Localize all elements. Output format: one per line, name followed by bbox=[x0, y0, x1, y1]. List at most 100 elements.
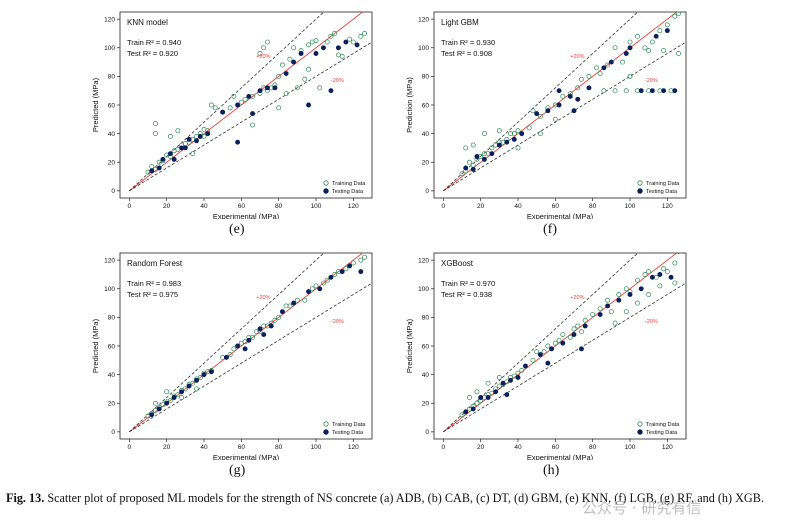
y-tick-label: 120 bbox=[418, 257, 429, 264]
training-point bbox=[283, 303, 289, 309]
plot-area: 0 20 40 60 80 100 120 0 20 40 60 80 100 120 Experiment… bbox=[405, 252, 687, 460]
y-tick-label: 40 bbox=[422, 372, 430, 379]
y-tick-label: 20 bbox=[422, 401, 430, 408]
testing-point bbox=[481, 156, 487, 162]
y-tick-label: 120 bbox=[104, 257, 115, 264]
legend-testing-marker bbox=[637, 188, 643, 194]
testing-point bbox=[261, 332, 267, 338]
testing-point bbox=[257, 88, 263, 94]
training-point bbox=[556, 337, 562, 343]
testing-point bbox=[571, 332, 577, 338]
testing-point bbox=[339, 269, 345, 275]
testing-point bbox=[265, 85, 270, 91]
lightgbm-chart: 0 20 40 60 80 100 120 0 20 40 60 80 100 120 Experiment… bbox=[405, 11, 687, 219]
x-tick-label: 100 bbox=[311, 203, 322, 210]
testing-point bbox=[579, 346, 584, 352]
training-point bbox=[526, 125, 532, 131]
testing-point bbox=[194, 138, 199, 144]
training-point bbox=[212, 105, 218, 111]
y-tick-label: 60 bbox=[422, 343, 430, 350]
testing-point bbox=[343, 39, 349, 45]
x-tick-label: 100 bbox=[625, 203, 636, 210]
model-title: KNN model bbox=[127, 18, 168, 27]
training-point bbox=[291, 45, 297, 51]
model-title: XGBoost bbox=[441, 259, 474, 268]
testing-point bbox=[246, 93, 252, 99]
testing-point bbox=[582, 323, 588, 329]
training-point bbox=[470, 142, 476, 148]
testing-point bbox=[197, 134, 203, 139]
testing-point bbox=[661, 88, 667, 94]
training-point bbox=[182, 386, 188, 392]
testing-point bbox=[171, 156, 177, 162]
minus-20-label: -20% bbox=[645, 319, 658, 325]
training-point bbox=[231, 346, 237, 352]
training-point bbox=[309, 286, 315, 292]
testing-point bbox=[623, 51, 629, 56]
y-tick-label: 120 bbox=[418, 16, 429, 23]
legend: Training Data Testing Data bbox=[637, 421, 680, 436]
testing-point bbox=[627, 292, 633, 297]
training-point bbox=[579, 76, 584, 82]
train-r2: Train R² = 0.970 bbox=[441, 279, 495, 288]
training-point bbox=[627, 39, 633, 45]
training-point bbox=[642, 272, 648, 277]
testing-point bbox=[347, 263, 353, 269]
x-tick-label: 0 bbox=[128, 444, 132, 451]
training-point bbox=[646, 292, 652, 297]
testing-point bbox=[179, 389, 185, 395]
x-tick-label: 20 bbox=[163, 203, 171, 210]
y-tick-label: 20 bbox=[422, 160, 430, 167]
x-tick-label: 120 bbox=[662, 203, 673, 210]
testing-point bbox=[306, 102, 311, 108]
y-axis-label: Prediction (MPa) bbox=[405, 77, 414, 133]
training-point bbox=[332, 272, 338, 277]
training-point bbox=[579, 329, 584, 335]
training-point bbox=[575, 323, 581, 329]
training-point bbox=[283, 91, 289, 97]
training-point bbox=[515, 128, 521, 134]
testing-point bbox=[156, 406, 162, 412]
training-point bbox=[657, 28, 663, 34]
testing-point bbox=[291, 59, 297, 65]
testing-point bbox=[279, 309, 285, 315]
testing-point bbox=[470, 406, 476, 412]
testing-point bbox=[534, 111, 540, 117]
testing-point bbox=[649, 274, 655, 280]
testing-point bbox=[205, 131, 211, 137]
testing-point bbox=[567, 93, 573, 99]
testing-point bbox=[317, 286, 323, 292]
y-tick-label: 0 bbox=[425, 429, 429, 436]
y-tick-label: 60 bbox=[108, 343, 116, 350]
training-point bbox=[302, 76, 308, 82]
y-tick-label: 80 bbox=[108, 74, 116, 81]
x-tick-label: 40 bbox=[200, 203, 208, 210]
panel-label-g: (g) bbox=[229, 463, 246, 478]
testing-point bbox=[223, 354, 229, 360]
legend-testing-marker bbox=[323, 188, 329, 194]
training-point bbox=[646, 48, 652, 54]
points bbox=[459, 12, 681, 177]
x-tick-label: 100 bbox=[311, 444, 322, 451]
training-point bbox=[560, 332, 566, 338]
training-point bbox=[642, 45, 648, 51]
panel-label-f: (f) bbox=[543, 222, 557, 237]
y-tick-label: 20 bbox=[108, 401, 116, 408]
training-point bbox=[481, 151, 487, 157]
training-point bbox=[672, 280, 678, 286]
training-point bbox=[586, 73, 592, 79]
testing-point bbox=[519, 131, 525, 137]
reference-lines bbox=[129, 12, 372, 192]
testing-point bbox=[560, 340, 566, 346]
training-point bbox=[257, 51, 263, 56]
training-point bbox=[272, 317, 278, 323]
testing-point bbox=[608, 59, 614, 65]
training-point bbox=[265, 39, 270, 45]
legend-testing-label: Testing Data bbox=[646, 430, 678, 436]
test-r2: Test R² = 0.908 bbox=[441, 49, 492, 58]
training-point bbox=[519, 367, 525, 373]
test-r2: Test R² = 0.975 bbox=[127, 290, 178, 299]
random-forest-chart: 0 20 40 60 80 100 120 0 20 40 60 80 100 120 Experiment… bbox=[91, 252, 373, 460]
testing-point bbox=[545, 360, 551, 366]
testing-point bbox=[321, 45, 326, 51]
